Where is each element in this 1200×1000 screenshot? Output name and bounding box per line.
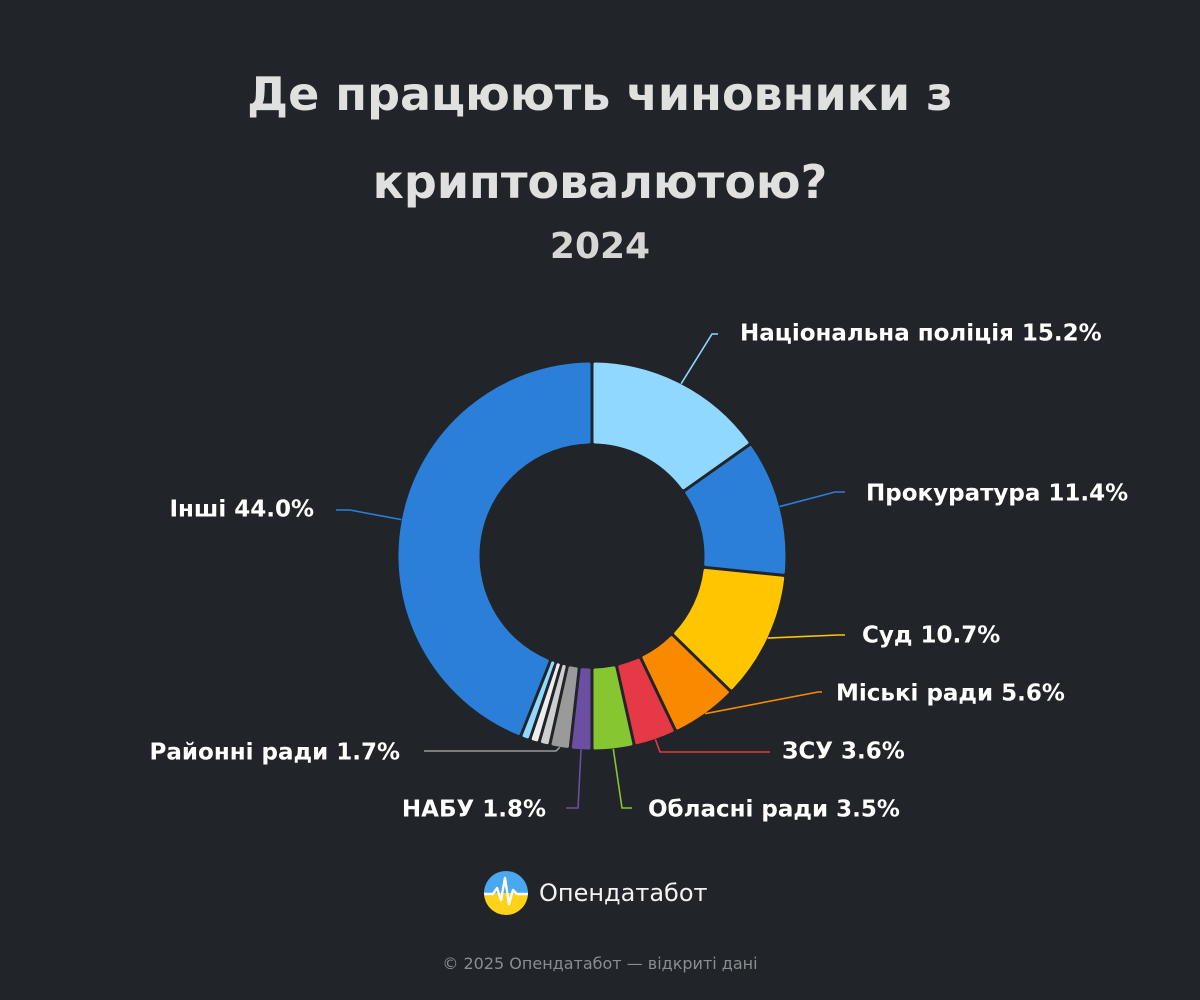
brand-name: Опендатабот (539, 879, 708, 907)
donut-slice (618, 658, 674, 745)
slice-label: Національна поліція 15.2% (740, 321, 1102, 347)
footer-copyright: © 2025 Опендатабот — відкриті дані (442, 954, 758, 973)
slice-label: Інші 44.0% (169, 497, 314, 523)
donut-slice (674, 568, 785, 690)
leader-line (424, 746, 561, 752)
donut-slice (540, 664, 566, 745)
chart-title: Де працюють чиновники з криптовалютою? (247, 67, 953, 209)
slice-label: Прокуратура 11.4% (866, 481, 1128, 507)
donut-slice (593, 362, 749, 490)
donut-slices (398, 362, 786, 750)
donut-slice (685, 446, 786, 574)
slice-label: ЗСУ 3.6% (782, 739, 905, 765)
opendatabot-logo-icon (484, 871, 528, 915)
leader-line (336, 509, 402, 521)
donut-slice (522, 661, 555, 739)
brand: Опендатабот (483, 870, 708, 916)
leader-line (654, 739, 770, 753)
leader-lines (336, 333, 845, 809)
donut-slice (551, 666, 578, 748)
donut-slice (642, 636, 729, 730)
slice-label: НАБУ 1.8% (402, 797, 546, 823)
leader-line (767, 634, 845, 639)
leader-line (779, 491, 845, 508)
leader-line (680, 333, 718, 385)
slice-label: Міські ради 5.6% (836, 681, 1065, 707)
chart-subtitle: 2024 (549, 226, 651, 267)
leader-line (704, 691, 822, 715)
donut-slice (571, 668, 591, 750)
leader-line (612, 748, 632, 809)
donut-slice (531, 663, 560, 742)
donut-slice (593, 666, 633, 750)
slice-labels: Національна поліція 15.2% Прокуратура 11.… (150, 321, 1129, 823)
slice-label: Обласні ради 3.5% (648, 797, 900, 823)
donut-slice (398, 362, 591, 735)
leader-line (566, 749, 582, 809)
slice-label: Районні ради 1.7% (150, 740, 400, 766)
slice-label: Суд 10.7% (862, 623, 1000, 649)
